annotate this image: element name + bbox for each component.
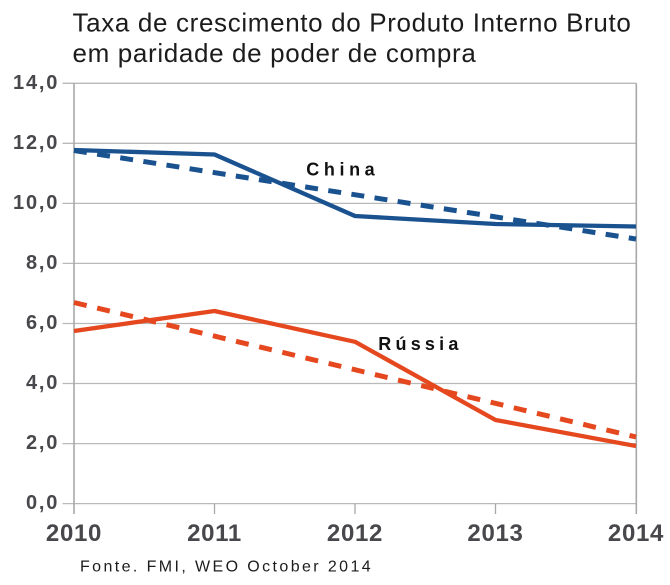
svg-text:Rússia: Rússia <box>378 334 462 354</box>
svg-text:6,0: 6,0 <box>26 312 59 334</box>
svg-text:8,0: 8,0 <box>26 252 59 274</box>
svg-text:2010: 2010 <box>46 520 102 547</box>
svg-text:0,0: 0,0 <box>26 492 59 514</box>
svg-text:2,0: 2,0 <box>26 432 59 454</box>
svg-text:4,0: 4,0 <box>26 372 59 394</box>
svg-text:2014: 2014 <box>608 520 664 547</box>
svg-text:10,0: 10,0 <box>13 192 59 214</box>
svg-text:China: China <box>306 159 379 179</box>
svg-text:em paridade de poder de compra: em paridade de poder de compra <box>73 38 477 68</box>
svg-text:2011: 2011 <box>187 520 242 547</box>
svg-text:2013: 2013 <box>467 520 523 547</box>
svg-text:Taxa de crescimento do Produto: Taxa de crescimento do Produto Interno B… <box>73 7 632 37</box>
svg-text:Fonte. FMI, WEO October 2014: Fonte. FMI, WEO October 2014 <box>80 559 373 576</box>
svg-text:14,0: 14,0 <box>13 72 59 94</box>
svg-text:12,0: 12,0 <box>13 132 59 154</box>
svg-text:2012: 2012 <box>327 520 383 547</box>
